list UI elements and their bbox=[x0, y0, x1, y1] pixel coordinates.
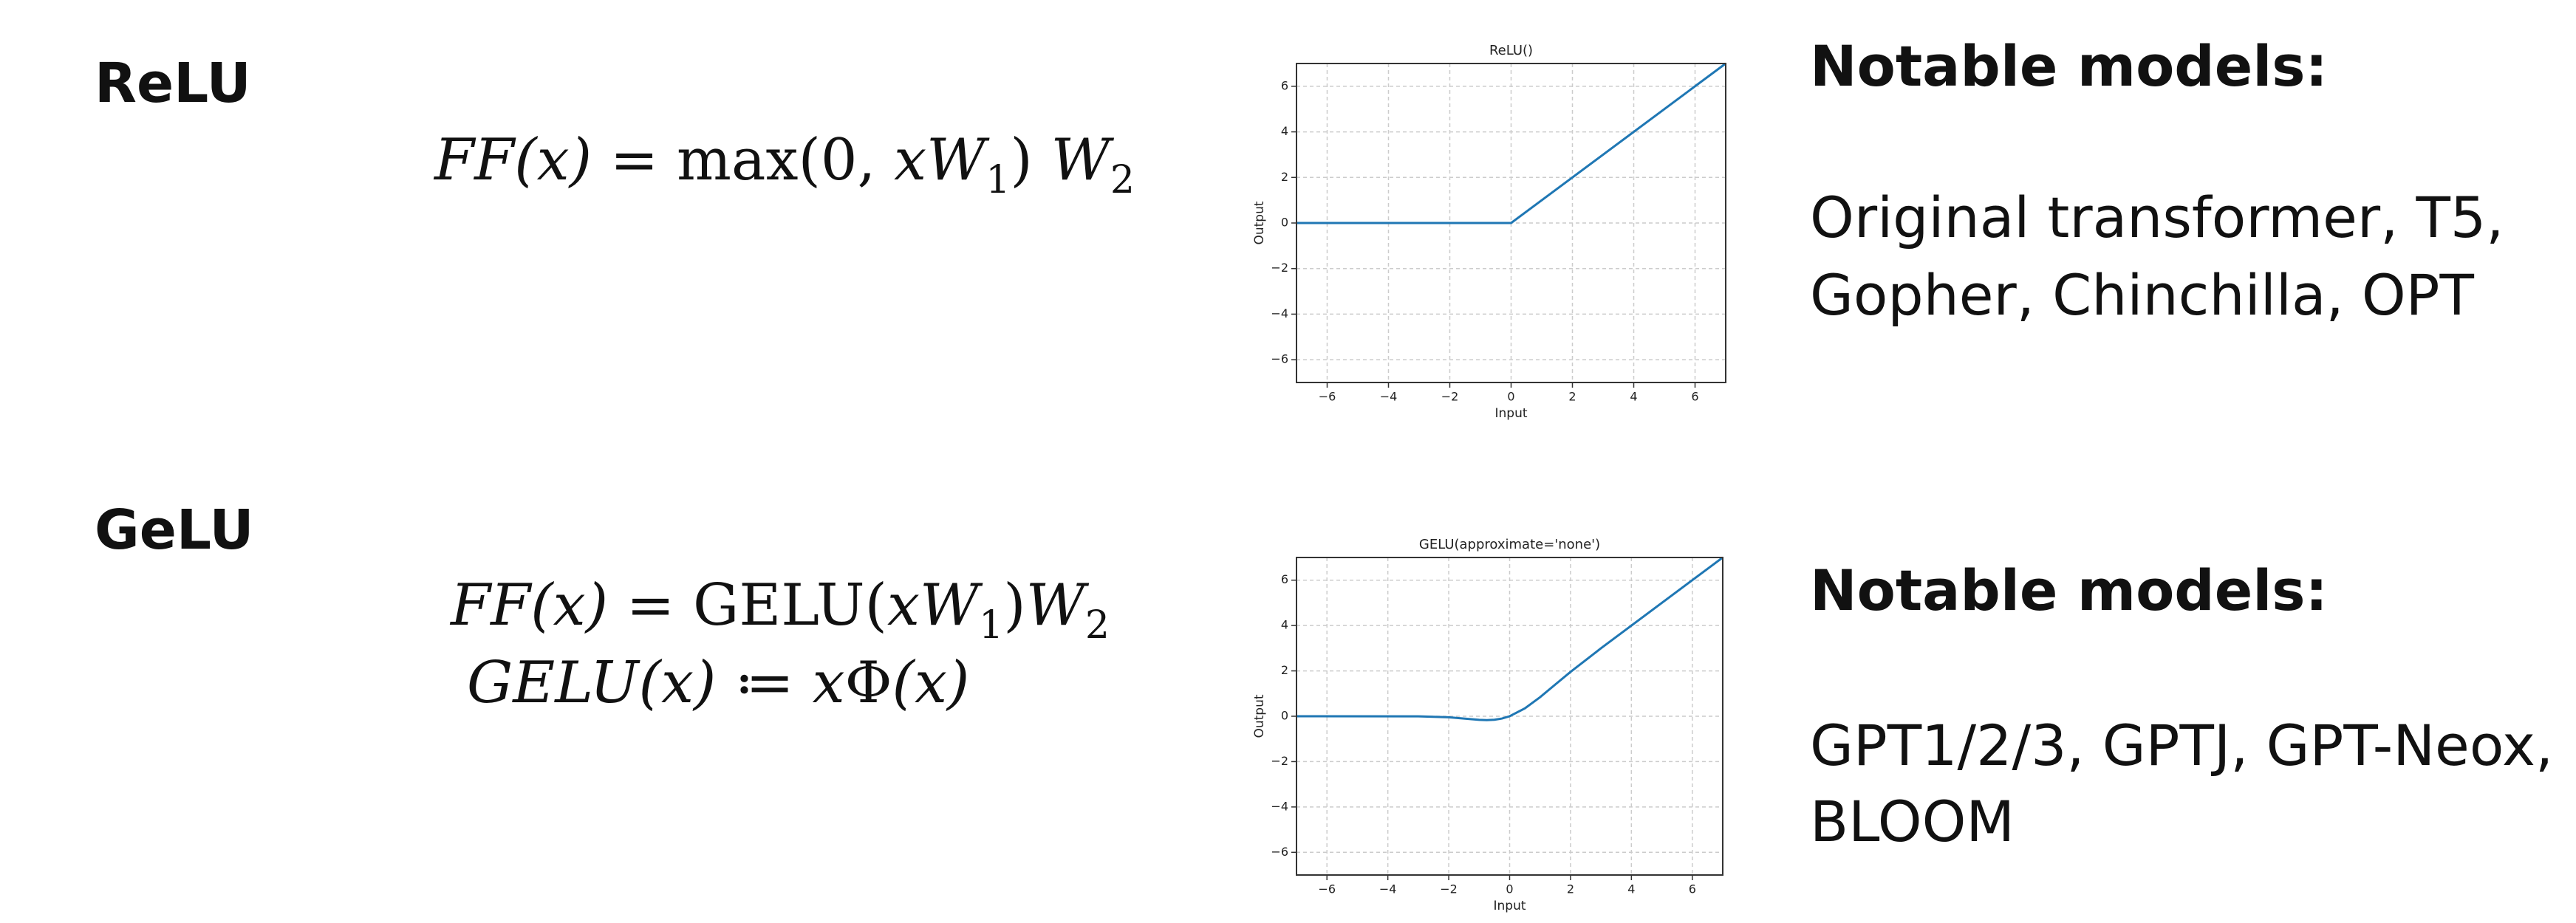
math-part: (x) bbox=[892, 650, 970, 716]
plot-frame bbox=[1296, 557, 1723, 876]
math-part: ) bbox=[1010, 127, 1051, 193]
math-part: = GELU( bbox=[608, 572, 887, 639]
y-tick-label: −4 bbox=[1271, 306, 1288, 320]
x-tick-label: −2 bbox=[1441, 390, 1459, 404]
x-tick-label: −6 bbox=[1319, 390, 1336, 404]
x-axis-label: Input bbox=[1493, 899, 1526, 913]
math-part: ≔ bbox=[716, 650, 813, 716]
math-part: 2 bbox=[1110, 158, 1135, 202]
x-tick-label: 4 bbox=[1630, 390, 1637, 404]
math-part: ) bbox=[1003, 572, 1026, 639]
y-tick-label: 0 bbox=[1281, 709, 1288, 723]
math-part: FF(x) bbox=[451, 572, 609, 639]
math-part: Φ bbox=[844, 650, 892, 716]
y-tick-label: −6 bbox=[1271, 845, 1288, 859]
x-tick-label: −2 bbox=[1440, 882, 1458, 896]
math-part: W bbox=[1025, 572, 1085, 639]
x-axis-label: Input bbox=[1494, 406, 1527, 421]
y-tick-label: 4 bbox=[1281, 618, 1288, 632]
x-tick-label: −6 bbox=[1318, 882, 1336, 896]
section-heading: ReLU bbox=[95, 52, 251, 115]
section-heading: GeLU bbox=[95, 498, 254, 562]
notable-heading: Notable models: bbox=[1810, 33, 2328, 99]
y-tick-label: −2 bbox=[1271, 754, 1288, 768]
math-part: FF(x) bbox=[434, 127, 592, 193]
math-part: 1 bbox=[985, 158, 1011, 202]
math-part: xW bbox=[894, 127, 986, 193]
y-tick-label: 0 bbox=[1281, 216, 1288, 230]
math-part: x bbox=[812, 650, 845, 716]
notable-heading: Notable models: bbox=[1810, 557, 2328, 623]
math-part: xW bbox=[886, 572, 980, 639]
math-part: 2 bbox=[1084, 603, 1110, 648]
y-tick-label: 2 bbox=[1281, 663, 1288, 677]
math-part: W bbox=[1050, 127, 1110, 193]
math-part: GELU(x) bbox=[467, 650, 717, 716]
x-tick-label: −4 bbox=[1380, 390, 1398, 404]
x-tick-label: 2 bbox=[1568, 390, 1576, 404]
x-tick-label: 4 bbox=[1627, 882, 1635, 896]
y-tick-label: 6 bbox=[1281, 78, 1288, 92]
y-tick-label: 4 bbox=[1281, 124, 1288, 138]
x-tick-label: 2 bbox=[1567, 882, 1574, 896]
y-tick-label: 6 bbox=[1281, 572, 1288, 586]
data-line bbox=[1296, 62, 1726, 224]
math-part: 1 bbox=[979, 603, 1004, 648]
x-tick-label: 6 bbox=[1689, 882, 1696, 896]
x-tick-label: 0 bbox=[1507, 390, 1514, 404]
notable-line: Original transformer, T5, bbox=[1810, 185, 2504, 250]
formula: FF(x) = GELU(xW1)W2 bbox=[451, 572, 1110, 648]
chart-title: GELU(approximate='none') bbox=[1419, 537, 1600, 552]
plot-frame bbox=[1296, 63, 1726, 383]
x-tick-label: −4 bbox=[1379, 882, 1397, 896]
notable-line: GPT1/2/3, GPTJ, GPT-Neox, bbox=[1810, 713, 2554, 778]
data-line bbox=[1296, 556, 1723, 721]
math-part: = max(0, bbox=[592, 127, 895, 193]
notable-line: Gopher, Chinchilla, OPT bbox=[1810, 262, 2474, 328]
notable-line: BLOOM bbox=[1810, 789, 2015, 854]
y-axis-label: Output bbox=[1252, 201, 1267, 244]
y-axis-label: Output bbox=[1252, 694, 1267, 738]
chart-title: ReLU() bbox=[1489, 43, 1533, 58]
x-tick-label: 6 bbox=[1691, 390, 1698, 404]
formula: GELU(x) ≔ xΦ(x) bbox=[467, 650, 969, 716]
x-tick-label: 0 bbox=[1506, 882, 1513, 896]
y-tick-label: 2 bbox=[1281, 170, 1288, 184]
y-tick-label: −4 bbox=[1271, 799, 1288, 813]
y-tick-label: −6 bbox=[1271, 352, 1288, 366]
formula: FF(x) = max(0, xW1) W2 bbox=[434, 127, 1135, 202]
y-tick-label: −2 bbox=[1271, 261, 1288, 275]
